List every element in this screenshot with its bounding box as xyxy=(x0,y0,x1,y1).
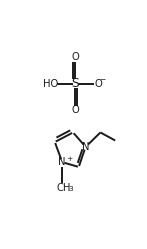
Text: S: S xyxy=(72,77,79,90)
Text: HO: HO xyxy=(43,79,59,89)
Text: +: + xyxy=(66,156,73,162)
Text: O: O xyxy=(94,79,102,89)
Text: N: N xyxy=(82,142,89,152)
Text: O: O xyxy=(71,105,79,115)
Text: N: N xyxy=(59,157,66,167)
Text: O: O xyxy=(71,52,79,62)
Text: 3: 3 xyxy=(68,186,73,192)
Text: −: − xyxy=(100,77,106,83)
Text: CH: CH xyxy=(56,183,71,193)
